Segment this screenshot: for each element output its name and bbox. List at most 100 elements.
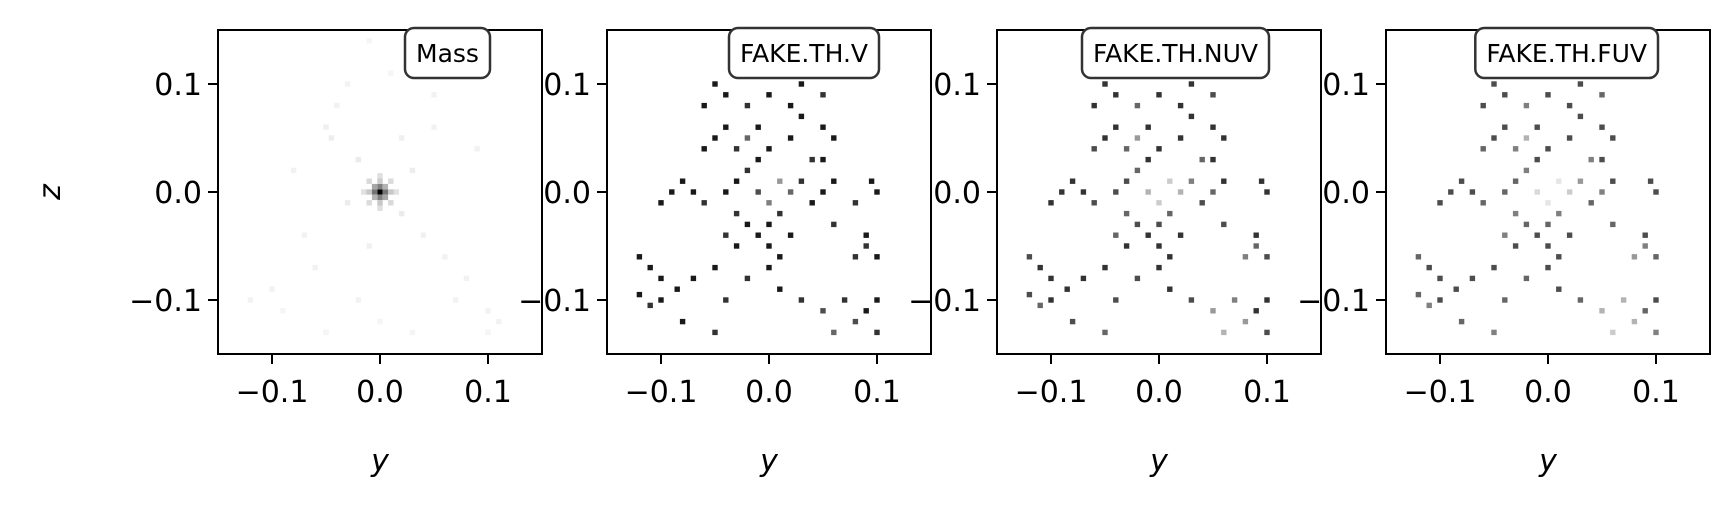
heatmap-cell — [247, 297, 254, 303]
heatmap-cell — [723, 297, 729, 303]
heatmap-cell — [1091, 200, 1097, 206]
heatmap-cell — [1123, 178, 1130, 184]
heatmap-cell — [1610, 329, 1616, 336]
x-axis-label: y — [1538, 444, 1558, 479]
heatmap-cell — [809, 156, 815, 163]
y-tick-label: 0.1 — [154, 68, 202, 103]
heatmap-cell — [777, 254, 783, 260]
x-axis-ticks: −0.1 0.0 0.1 — [1404, 354, 1680, 410]
heatmap-cell — [1188, 178, 1195, 184]
heatmap-cell — [1167, 254, 1173, 260]
heatmap-cell — [874, 297, 880, 303]
heatmap-cell — [841, 297, 848, 303]
panel-title-badge: FAKE.TH.NUV — [1080, 26, 1271, 80]
y-tick-label: 0.1 — [933, 68, 981, 103]
heatmap-cell — [388, 178, 394, 184]
x-tick-label: 0.0 — [356, 375, 404, 410]
heatmap-cell — [1491, 264, 1497, 271]
heatmap-cell — [1210, 189, 1216, 195]
heatmap-cell — [787, 102, 794, 109]
heatmap-cell — [377, 205, 383, 211]
y-axis-label: z — [33, 183, 68, 201]
heatmap-cell — [787, 189, 794, 195]
heatmap-cell — [1167, 178, 1173, 184]
heatmap-cell — [1026, 291, 1033, 298]
heatmap-cell — [863, 232, 869, 238]
heatmap-cell — [831, 178, 837, 184]
heatmap-cell — [1523, 221, 1530, 228]
heatmap-cell — [787, 135, 794, 141]
heatmap-cell — [431, 92, 437, 98]
heatmap-cell — [852, 254, 859, 260]
heatmap-cell — [485, 329, 491, 336]
y-tick-label: −0.1 — [1297, 284, 1370, 319]
heatmap-cell — [679, 318, 686, 325]
heatmap-cell — [1221, 329, 1227, 336]
heatmap-cell — [1123, 243, 1130, 249]
heatmap-cell — [1102, 264, 1108, 271]
heatmap-cell — [1588, 200, 1594, 206]
heatmap-cell — [1653, 329, 1659, 336]
panel-fake-th-nuv: −0.1 0.0 0.1 −0.1 0.0 0.1 y FAKE.TH.NUV — [908, 26, 1322, 479]
heatmap-cell — [344, 81, 351, 87]
x-axis-ticks: −0.1 0.0 0.1 — [625, 354, 901, 410]
x-tick-label: 0.0 — [1135, 375, 1183, 410]
heatmap-cell — [312, 264, 318, 271]
heatmap-cell — [301, 232, 308, 238]
heatmap-cell — [690, 275, 697, 282]
heatmap-cell — [393, 189, 399, 195]
heatmap-cell — [1556, 254, 1562, 260]
heatmap-cell — [382, 189, 389, 195]
heatmap-cell — [1610, 221, 1616, 228]
badge-box — [403, 26, 492, 80]
heatmap-cell — [442, 254, 448, 260]
heatmap-cell — [1156, 243, 1162, 249]
heatmap-cell — [766, 221, 772, 228]
heatmap-cell — [1199, 156, 1205, 163]
heatmap-cell — [1145, 189, 1151, 195]
heatmap-cell — [1469, 189, 1476, 195]
heatmap-cell — [1113, 92, 1119, 98]
y-axis-ticks: −0.1 0.0 0.1 — [1297, 68, 1386, 319]
heatmap-cell — [820, 156, 826, 163]
heatmap-cell — [1258, 178, 1265, 184]
heatmap-cell — [1134, 135, 1141, 141]
heatmap-cell — [1480, 146, 1486, 152]
x-tick-label: −0.1 — [236, 375, 309, 410]
heatmap-cell — [1545, 221, 1551, 228]
heatmap-cell — [712, 135, 718, 141]
heatmap-cell — [1091, 146, 1097, 152]
heatmap-cell — [723, 189, 729, 195]
heatmap-cell — [1134, 221, 1141, 228]
heatmap-cell — [1037, 264, 1043, 271]
heatmap-cell — [690, 189, 697, 195]
heatmap-cell — [1102, 329, 1108, 336]
heatmap-cell — [1577, 81, 1584, 87]
heatmap-cell — [1221, 178, 1227, 184]
heatmap-cell — [366, 189, 372, 195]
x-tick-label: −0.1 — [1404, 375, 1477, 410]
heatmap-cell — [1453, 286, 1459, 292]
heatmap-cell — [1134, 167, 1141, 174]
heatmap-cells — [636, 38, 880, 336]
heatmap-cell — [647, 302, 653, 309]
heatmap-cell — [1534, 189, 1540, 195]
heatmap-cell — [1653, 189, 1659, 195]
heatmap-cell — [1480, 200, 1486, 206]
heatmap-cell — [701, 102, 707, 109]
heatmap-cell — [1545, 92, 1551, 98]
heatmap-cell — [1458, 318, 1465, 325]
heatmap-cell — [1577, 297, 1584, 303]
heatmap-cell — [496, 318, 502, 325]
heatmap-cell — [377, 318, 383, 325]
heatmap-cell — [1177, 232, 1184, 238]
heatmap-cell — [1588, 156, 1594, 163]
heatmap-cell — [798, 81, 805, 87]
panel-fake-th-fuv: −0.1 0.0 0.1 −0.1 0.0 0.1 y FAKE.TH.FUV — [1297, 26, 1711, 479]
heatmap-cell — [766, 243, 772, 249]
heatmap-cell — [1502, 92, 1508, 98]
heatmap-cell — [1177, 102, 1184, 109]
heatmap-cell — [712, 264, 718, 271]
heatmap-cell — [1512, 146, 1519, 152]
heatmap-cell — [1156, 200, 1162, 206]
